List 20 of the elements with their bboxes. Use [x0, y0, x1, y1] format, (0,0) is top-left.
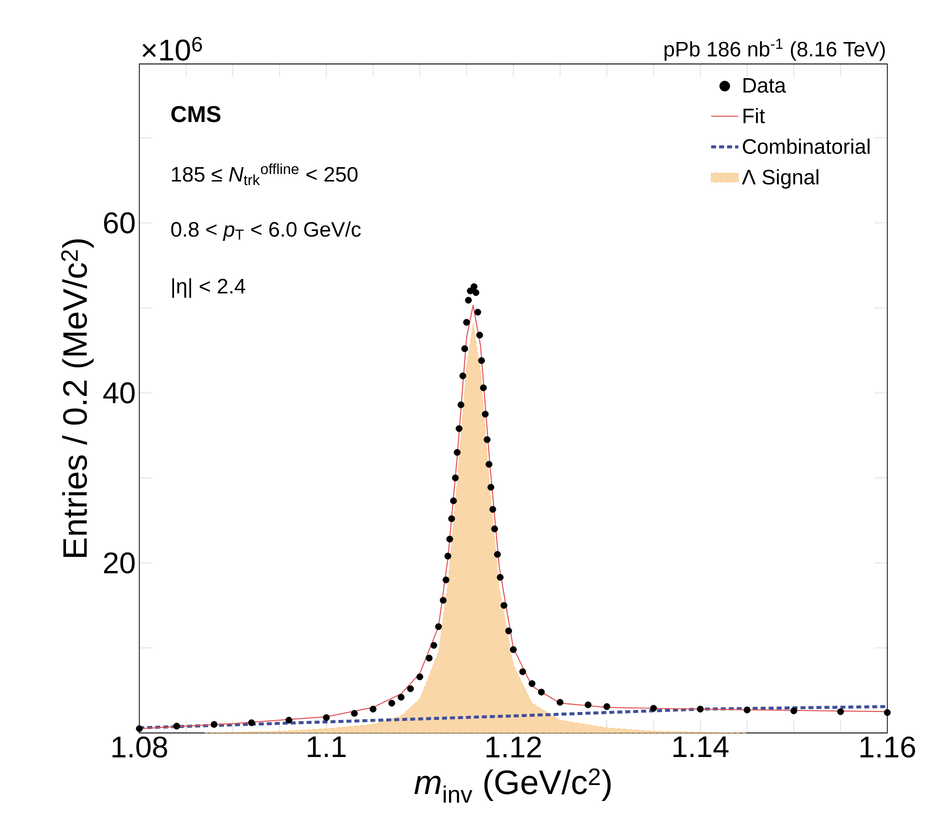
y-tick-label: 40 — [103, 382, 135, 404]
x-tick-label: 1.08 — [112, 736, 168, 758]
legend-label: Fit — [744, 108, 765, 124]
x-tick-label: 1.12 — [486, 736, 541, 758]
annotation: 185 ≤ N$_{trk}$$^{offline}$ < 250 — [172, 163, 358, 186]
legend-label: Combinatorial — [742, 138, 870, 154]
annotation: CMS — [171, 106, 220, 122]
x-tick-label: 1.14 — [674, 736, 729, 758]
legend-label: Λ Signal — [742, 169, 818, 189]
y-tick-label: 20 — [104, 552, 135, 574]
annotation: 0.8 < p$_{T}$ < 6.0 GeV/c — [171, 221, 361, 241]
text: pPb 186 nb$^{-1}$ (8.16 TeV) — [664, 38, 885, 61]
x-tick-label: 1.1 — [308, 736, 346, 758]
x-tick-label: 1.16 — [860, 736, 916, 758]
y-tick-label: 60 — [104, 212, 135, 234]
annotation: |η| < 2.4 — [172, 278, 246, 298]
text: ×10$^{6}$ — [142, 36, 202, 61]
y-axis-title: Entries / 0.2 (MeV/c$^{2}$) — [61, 239, 94, 557]
x-axis-title: m$_{inv}$ (GeV/c$^{2}$) — [414, 768, 611, 803]
legend-label: Data — [744, 78, 786, 93]
